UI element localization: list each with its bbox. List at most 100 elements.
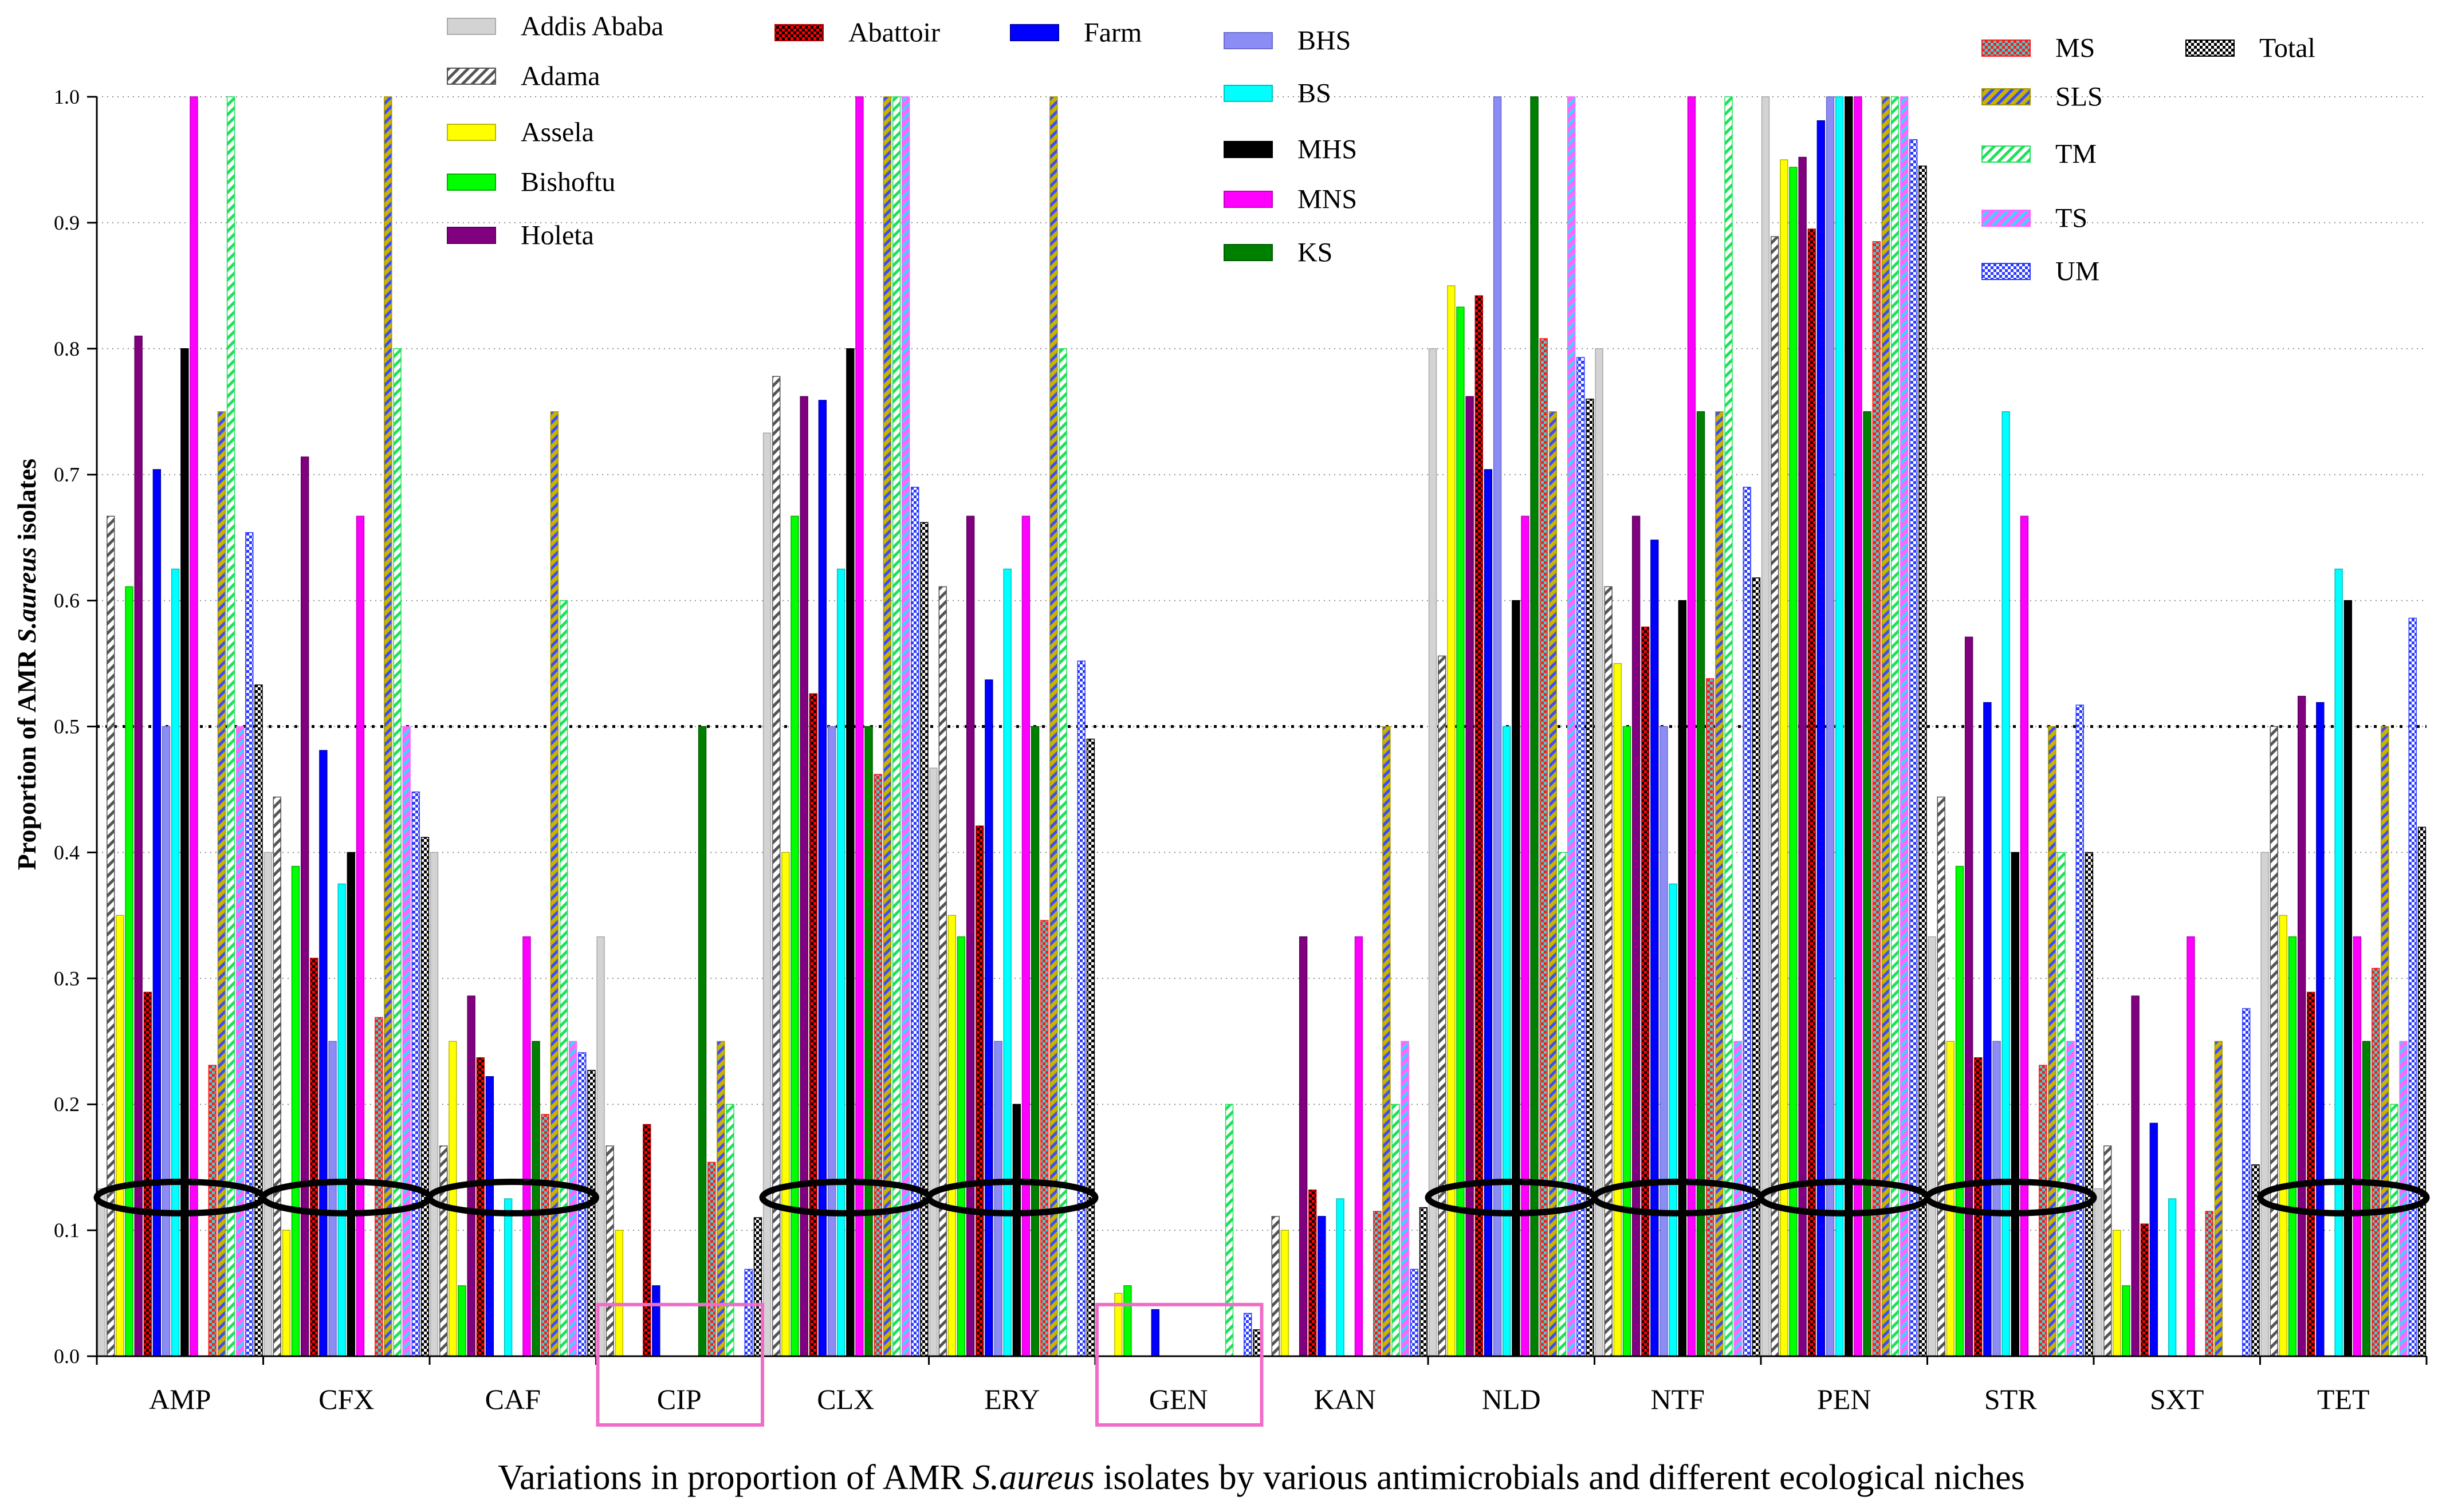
bar-kan-bs: [1336, 1198, 1344, 1357]
series-abattoir: [143, 229, 2315, 1357]
bar-cfx-abattoir: [310, 958, 318, 1357]
series-bs: [171, 96, 2343, 1357]
x-tick-label-ntf: NTF: [1651, 1383, 1705, 1415]
bar-pen-holeta: [1798, 156, 1807, 1357]
chart-title: Variations in proportion of AMR S.aureus…: [498, 1458, 2024, 1497]
bar-ntf-ts: [1733, 1041, 1742, 1357]
legend-label: SLS: [2055, 82, 2103, 112]
bar-ntf-bs: [1669, 883, 1677, 1357]
bar-cfx-farm: [319, 750, 328, 1357]
bar-tet-um: [2408, 617, 2417, 1357]
bar-str-farm: [1983, 702, 1992, 1357]
bar-nld-adama: [1438, 655, 1446, 1357]
bar-str-mhs: [2011, 852, 2020, 1357]
legend-label: Abattoir: [848, 18, 940, 48]
bar-sxt-assela: [2113, 1230, 2121, 1357]
bar-pen-ms: [1872, 241, 1881, 1357]
bar-kan-holeta: [1299, 936, 1308, 1357]
bar-sxt-bishoftu: [2122, 1285, 2130, 1357]
y-tick-label: 0.8: [54, 337, 80, 360]
bar-ery-bhs: [994, 1041, 1002, 1357]
bar-pen-addis-ababa: [1761, 96, 1770, 1357]
bar-clx-sls: [883, 96, 892, 1357]
bar-tet-sls: [2381, 726, 2389, 1357]
bar-sxt-ms: [2205, 1211, 2213, 1357]
y-axis-label-part: Proportion of AMR: [12, 643, 41, 871]
bar-cfx-ts: [402, 726, 411, 1357]
bar-cfx-addis-ababa: [264, 852, 272, 1357]
bar-sxt-abattoir: [2140, 1223, 2149, 1357]
x-tick-label-sxt: SXT: [2150, 1383, 2204, 1415]
bar-amp-mns: [190, 96, 198, 1357]
bar-caf-holeta: [467, 995, 475, 1357]
legend-label: BHS: [1297, 26, 1351, 56]
bar-cfx-tm: [393, 348, 402, 1357]
series-sls: [217, 96, 2389, 1357]
bar-ntf-bhs: [1659, 726, 1668, 1357]
bar-tet-abattoir: [2307, 991, 2315, 1357]
x-tick-label-clx: CLX: [817, 1383, 874, 1415]
series-holeta: [134, 156, 2306, 1357]
bar-ntf-adama: [1604, 586, 1613, 1357]
series-tm: [226, 96, 2398, 1357]
bar-clx-abattoir: [809, 693, 817, 1357]
bar-pen-total: [1918, 166, 1927, 1357]
bar-kan-total: [1419, 1207, 1428, 1357]
bar-nld-bs: [1502, 726, 1511, 1357]
bar-clx-total: [920, 522, 929, 1357]
bar-amp-farm: [152, 469, 162, 1357]
bar-tet-ms: [2372, 967, 2380, 1357]
bar-kan-farm: [1318, 1216, 1326, 1357]
bar-ery-um: [1077, 660, 1086, 1357]
bar-pen-mhs: [1845, 96, 1853, 1357]
bar-pen-tm: [1890, 96, 1900, 1357]
bar-nld-ms: [1539, 338, 1548, 1357]
legend-swatch: [1981, 210, 2031, 227]
legend-swatch: [1981, 145, 2031, 163]
legend-item-holeta: Holeta: [447, 220, 594, 251]
legend-label: UM: [2055, 257, 2099, 287]
bar-amp-bs: [171, 568, 180, 1357]
bar-ery-tm: [1059, 348, 1067, 1357]
ellipse-annotation-caf: [426, 1178, 599, 1216]
bar-tet-mns: [2353, 936, 2362, 1357]
bar-caf-total: [587, 1070, 596, 1357]
legend-item-bs: BS: [1224, 78, 1331, 109]
bar-gen-um: [1244, 1313, 1252, 1357]
legend-item-abattoir: Abattoir: [774, 18, 940, 48]
bar-ery-abattoir: [976, 825, 984, 1357]
bar-kan-abattoir: [1308, 1189, 1317, 1357]
bar-tet-ts: [2399, 1041, 2408, 1357]
bar-kan-tm: [1391, 1104, 1400, 1357]
bar-sxt-farm: [2149, 1123, 2158, 1357]
bar-amp-adama: [107, 515, 115, 1357]
y-tick-label: 0.6: [54, 589, 80, 612]
series-mhs: [180, 96, 2353, 1357]
legend-item-assela: Assela: [447, 117, 594, 148]
bar-pen-mns: [1854, 96, 1862, 1357]
x-tick-label-amp: AMP: [149, 1383, 211, 1415]
legend-swatch: [447, 68, 496, 85]
bar-ntf-farm: [1650, 540, 1659, 1357]
bar-pen-ts: [1900, 96, 1909, 1357]
bar-str-assela: [1946, 1041, 1955, 1357]
bar-caf-tm: [559, 600, 568, 1357]
x-tick-label-nld: NLD: [1482, 1383, 1541, 1415]
bar-str-um: [2075, 704, 2084, 1357]
bar-ntf-mns: [1687, 96, 1696, 1357]
y-tick-label: 0.3: [54, 967, 80, 990]
bar-ery-adama: [938, 586, 947, 1357]
x-tick-label-cfx: CFX: [318, 1383, 374, 1415]
bar-kan-ms: [1373, 1211, 1382, 1357]
legend-swatch: [1224, 244, 1273, 261]
bar-ery-holeta: [966, 515, 975, 1357]
bar-caf-ts: [568, 1041, 577, 1357]
legend-item-tm: TM: [1981, 139, 2097, 170]
bar-amp-holeta: [134, 336, 143, 1357]
bar-caf-bs: [504, 1198, 513, 1357]
bar-amp-total: [254, 684, 263, 1357]
bar-cip-tm: [726, 1104, 734, 1357]
bar-tet-mhs: [2343, 600, 2353, 1357]
bar-ntf-tm: [1724, 96, 1733, 1357]
bar-amp-bishoftu: [125, 586, 133, 1357]
